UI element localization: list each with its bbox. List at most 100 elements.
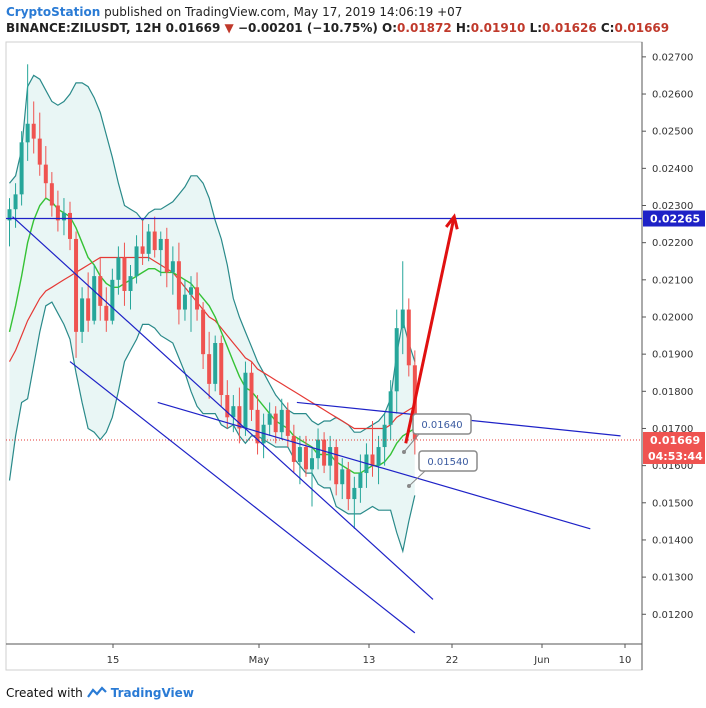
candle-body [201,309,206,355]
candle-body [334,447,339,485]
candle-body [303,447,308,470]
candle-body [255,409,260,444]
trendline [69,361,416,634]
candle-body [182,294,187,310]
candle-body [31,123,36,139]
candle-body [92,276,97,321]
y-tick-label: 0.02000 [652,312,693,323]
close-label: C: [600,21,615,35]
candle-body [61,212,66,221]
candle-body [98,276,103,306]
last-price: 0.01669 [165,21,221,35]
bollinger-fill [9,75,415,552]
y-tick-label: 0.01500 [652,498,693,509]
callout-dot [407,484,411,488]
candle-body [116,257,121,280]
candle-body [400,309,405,329]
callout-pointer [403,433,420,453]
candle-body [37,138,42,165]
candle-body [176,261,181,310]
candle-body [310,458,314,470]
candle-body [110,279,115,321]
published-text: published on TradingView.com, May 17, 20… [104,5,463,19]
candle-body [279,409,284,433]
symbol-name: BINANCE:ZILUSDT, 12H [6,21,162,35]
open-label: O: [382,21,398,35]
y-tick-label: 0.02700 [652,52,693,63]
candle-body [219,343,224,396]
candle-body [352,487,357,500]
chart-header: CryptoStation published on TradingView.c… [6,4,702,36]
candle-body [261,424,266,444]
x-tick-label: 13 [363,655,376,666]
candle-body [74,238,79,332]
candle-body [406,309,411,366]
candle-body [376,447,381,466]
candle-body [140,246,145,254]
candle-body [382,424,387,448]
last-price-tag [643,431,705,464]
y-tick-label: 0.02500 [652,127,693,138]
candle-body [19,142,24,195]
candle-body [249,372,254,410]
last-price-text: 0.01669 [650,434,700,447]
candle-body [170,261,175,273]
y-axis-ticks: 0.02700 0.02600 0.02500 0.02400 0.02300 0.022… [642,52,693,621]
close-value: 0.01669 [614,21,670,35]
candle-body [55,205,60,221]
y-tick-label: 0.01700 [652,424,693,435]
candle-body [189,287,193,295]
open-value: 0.01872 [397,21,452,35]
target-arrow-head [445,213,459,230]
candle-body [394,328,399,392]
candle-body [370,454,375,466]
tradingview-logo-icon [86,686,107,698]
low-label: L: [529,21,543,35]
callout-box [418,450,478,472]
candle-body [122,257,127,291]
candle-body [164,238,169,273]
candle-body [225,395,230,418]
publisher-line: CryptoStation published on TradingView.c… [6,4,702,20]
callout-value: 0.01640 [421,420,462,431]
annotations: 0.01640 0.01540 [6,213,642,634]
candle-body [104,305,109,321]
triangle-down-icon: ▼ [224,21,234,35]
y-tick-label: 0.02100 [652,275,693,286]
candle-body [297,447,302,462]
candle-body [49,183,54,206]
candle-body [243,372,248,429]
high-value: 0.01910 [470,21,526,35]
y-tick-label: 0.01400 [652,535,693,546]
candle-body [237,406,242,429]
candle-body [158,238,163,251]
low-value: 0.01626 [542,21,597,35]
trendline [157,401,591,530]
candle-body [285,409,290,436]
callout-value: 0.01540 [427,457,468,468]
level-price-text: 0.02265 [650,213,700,226]
countdown-text: 04:53:44 [648,450,703,463]
x-tick-label: 10 [619,655,632,666]
candle-body [291,435,296,462]
candle-body [146,231,151,254]
candle-body [388,391,393,425]
y-tick-label: 0.01600 [652,461,693,472]
price-labels: 0.02265 0.01669 04:53:44 [643,210,705,464]
candle-body [68,212,72,239]
candle-body [134,246,139,277]
candle-body [207,354,212,384]
candle-body [13,194,18,210]
tradingview-brand[interactable]: TradingView [110,686,194,700]
candle-body [80,298,85,332]
candle-body [128,276,133,291]
callout-box [412,413,472,435]
candle-body [322,439,327,466]
publisher-name[interactable]: CryptoStation [6,5,101,19]
y-tick-label: 0.01800 [652,387,693,398]
y-tick-label: 0.01900 [652,350,693,361]
x-tick-label: 22 [446,655,459,666]
price-change: −0.00201 (−10.75%) [237,21,378,35]
candle-body [195,287,200,310]
